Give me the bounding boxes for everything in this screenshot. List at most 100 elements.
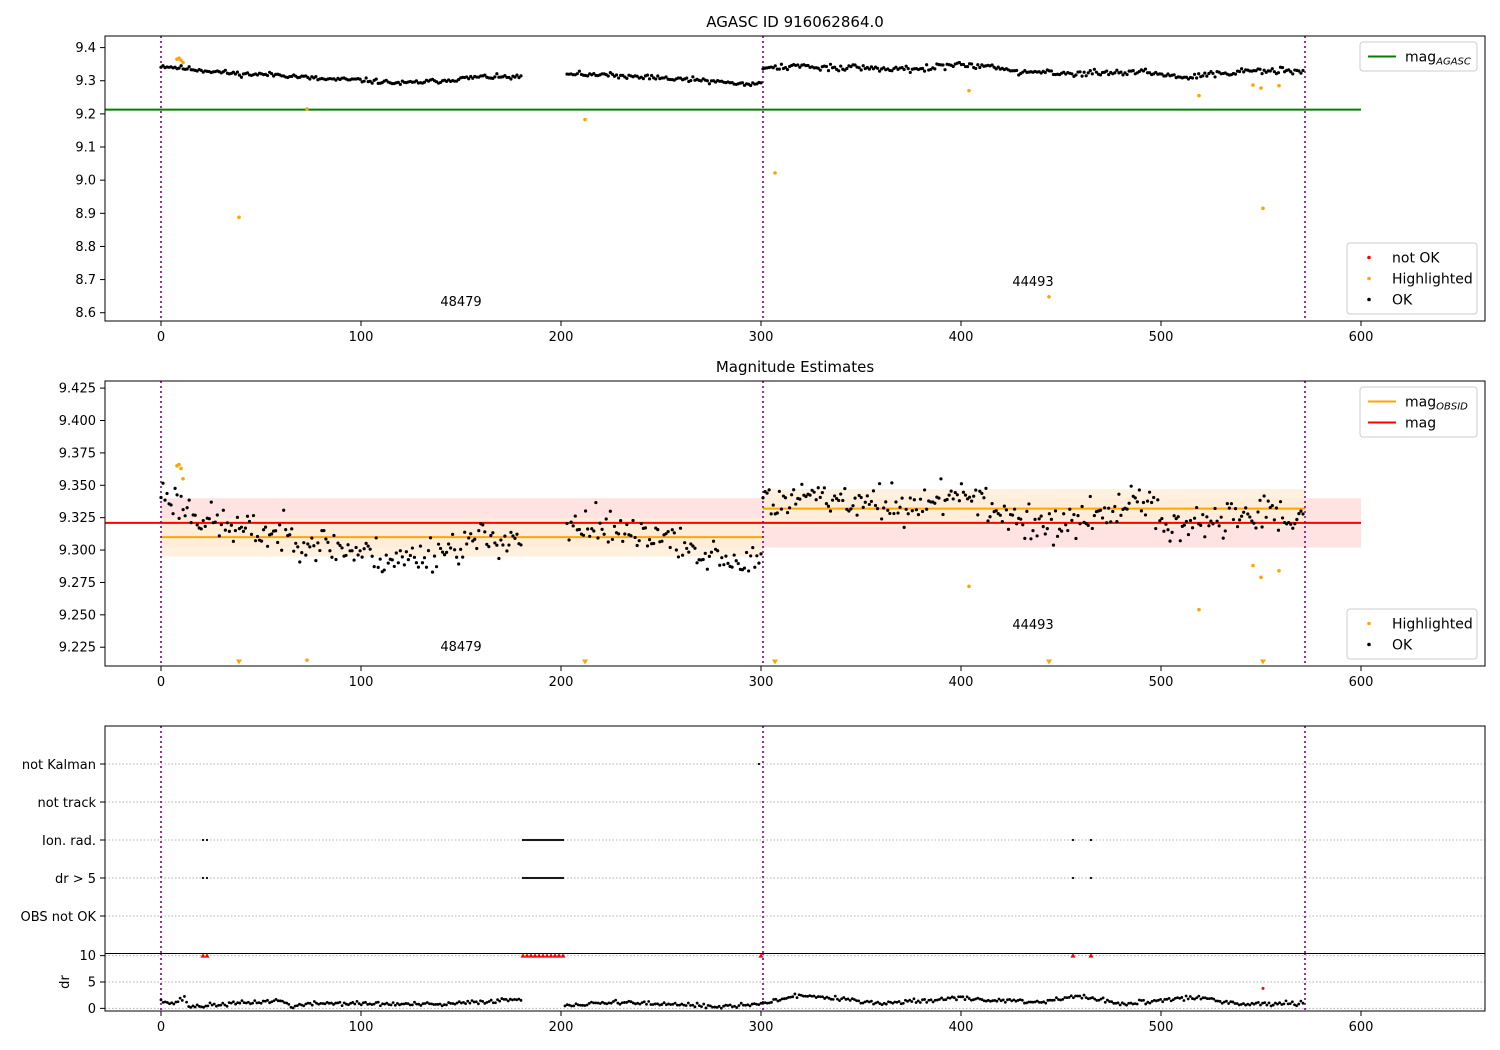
data-point-ok [1088, 69, 1092, 73]
data-point-ok [382, 568, 386, 572]
data-point-ok [1084, 74, 1088, 78]
data-point-ok [1270, 504, 1274, 508]
data-point-ok [755, 554, 759, 558]
data-point-ok [1119, 70, 1123, 74]
data-point-ok [952, 996, 956, 1000]
data-point-ok [931, 1000, 935, 1004]
data-point-ok [383, 1002, 387, 1006]
data-point-ok [978, 65, 982, 70]
data-point-ok [476, 1002, 480, 1006]
data-point-ok [828, 509, 833, 513]
data-point-ok [791, 995, 795, 999]
data-point-ok [1162, 529, 1166, 533]
data-point-ok [294, 541, 298, 545]
data-point-ok [1174, 996, 1177, 1000]
legend-point-swatch [1367, 255, 1371, 260]
data-point-ok [634, 1002, 637, 1006]
data-point-ok [511, 998, 514, 1002]
data-point-ok [656, 1002, 659, 1006]
panel4-gridlines [105, 955, 1485, 1009]
data-point-ok [1020, 998, 1024, 1002]
data-point-ok [278, 523, 282, 527]
data-point-ok [1195, 76, 1199, 80]
y-tick-label: 9.0 [75, 174, 96, 189]
data-point-ok [717, 1004, 721, 1008]
data-point-ok [243, 526, 248, 530]
data-point-ok [1060, 529, 1064, 533]
data-point-ok [466, 999, 470, 1003]
y-tick-label: 5 [88, 976, 96, 991]
data-point-ok [592, 71, 596, 76]
data-point-ok [470, 999, 474, 1003]
data-point-ok [642, 1000, 646, 1004]
data-point-ok [830, 498, 835, 502]
data-point-ok [1272, 70, 1276, 74]
flag-point [521, 876, 525, 880]
flag-point [1071, 876, 1075, 880]
data-point-ok [976, 513, 980, 517]
data-point-ok [1150, 999, 1154, 1003]
data-point-ok [618, 1002, 622, 1006]
data-point-ok [1235, 1002, 1239, 1005]
data-point-ok [483, 73, 487, 77]
data-point-ok [824, 64, 829, 69]
data-point-ok [1037, 517, 1041, 521]
data-point-highlighted [1047, 295, 1051, 299]
data-point-ok [445, 1003, 448, 1007]
data-point-ok [798, 497, 802, 501]
data-point-ok [908, 998, 912, 1002]
data-point-ok [330, 1001, 333, 1005]
data-point-ok [1080, 996, 1084, 1000]
data-point-ok [457, 562, 461, 566]
flag-label: dr > 5 [55, 872, 96, 887]
data-point-ok [242, 1001, 246, 1005]
data-point-ok [475, 546, 479, 551]
data-point-highlighted [305, 107, 309, 111]
data-point-ok [645, 544, 650, 548]
data-point-ok [684, 1004, 688, 1007]
data-point-ok [878, 1002, 882, 1006]
data-point-ok [806, 994, 810, 998]
data-point-ok [603, 1001, 607, 1005]
flag-point [541, 876, 545, 880]
data-point-ok [951, 64, 955, 69]
data-point-ok [428, 1002, 431, 1006]
data-point-ok [317, 1002, 321, 1006]
data-point-ok [255, 1001, 259, 1005]
data-point-ok [716, 549, 720, 553]
flag-point [523, 838, 527, 842]
data-point-ok [750, 1002, 754, 1006]
data-point-ok [1219, 515, 1223, 519]
data-point-ok [436, 542, 441, 546]
data-point-ok [888, 511, 892, 516]
data-point-ok [457, 1000, 461, 1004]
data-point-ok [1067, 996, 1071, 999]
data-point-ok [1273, 1001, 1277, 1005]
data-point-ok [874, 1001, 878, 1005]
y-tick-label: 9.1 [75, 141, 96, 156]
data-point-ok [251, 1001, 254, 1005]
data-point-ok [1092, 67, 1096, 71]
data-point-ok [990, 63, 994, 67]
data-point-ok [900, 66, 904, 70]
data-point-ok [783, 496, 788, 500]
data-point-ok [326, 540, 330, 544]
data-point-ok [1052, 998, 1056, 1002]
data-point-ok [640, 1001, 644, 1005]
data-point-ok [747, 569, 751, 573]
panel2-frame [104, 380, 1486, 667]
dr-capped-marker [520, 953, 526, 958]
data-point-ok [787, 996, 790, 999]
data-point-ok [1260, 72, 1264, 76]
data-point-highlighted [1277, 83, 1281, 88]
data-point-ok [1272, 518, 1276, 522]
data-point-ok [1242, 1002, 1245, 1005]
data-point-ok [1203, 996, 1207, 1000]
data-point-ok [746, 1003, 750, 1007]
data-point-ok [908, 70, 912, 75]
data-point-highlighted [181, 60, 185, 65]
data-point-ok [171, 512, 175, 516]
data-point-ok [1199, 997, 1203, 1001]
data-point-ok [438, 1002, 442, 1006]
data-point-ok [404, 550, 408, 554]
